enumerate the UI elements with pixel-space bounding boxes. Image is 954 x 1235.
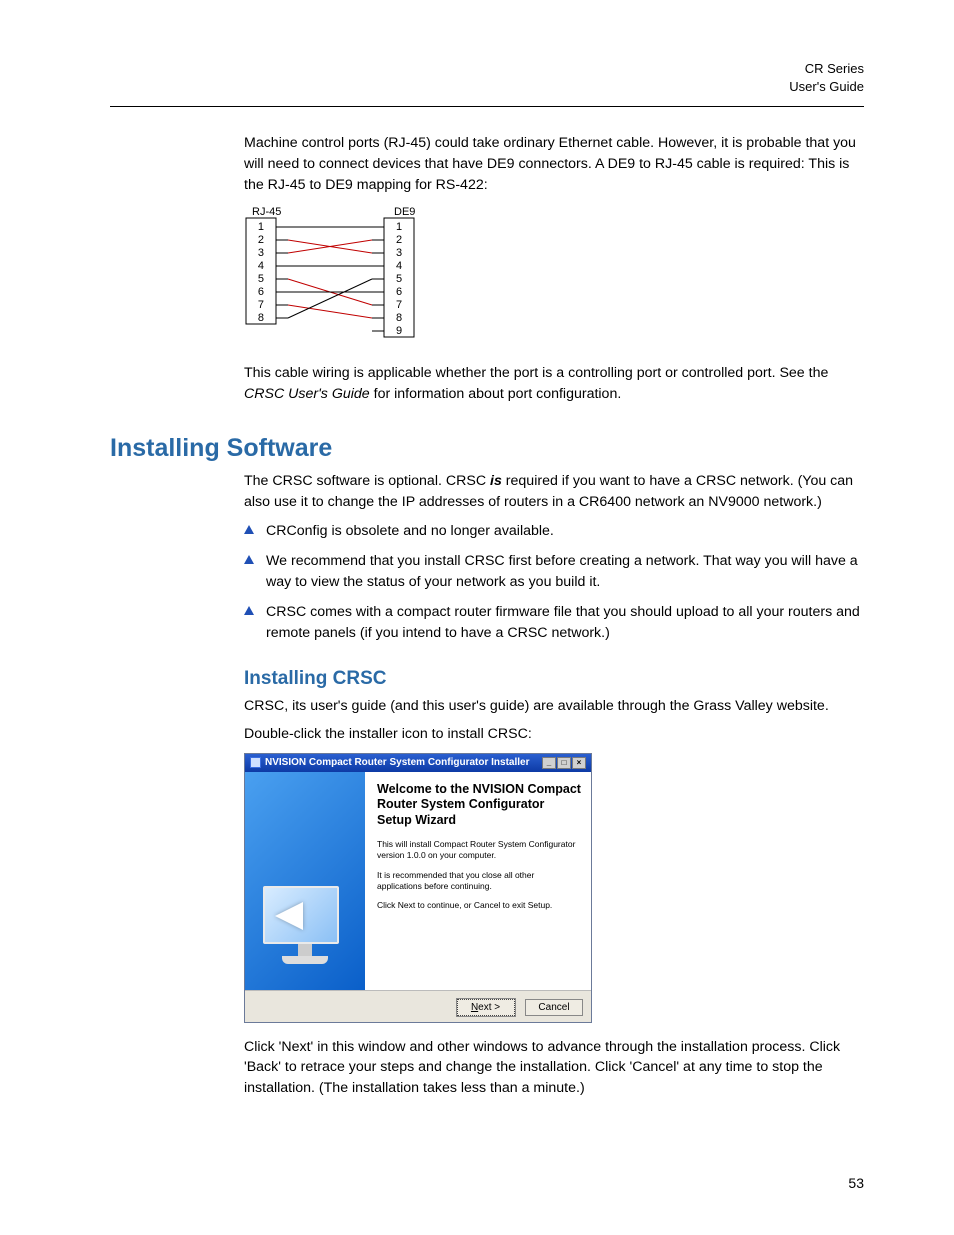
- crsc-para1: CRSC, its user's guide (and this user's …: [244, 696, 864, 717]
- wizard-heading: Welcome to the NVISION Compact Router Sy…: [377, 782, 581, 829]
- svg-text:5: 5: [258, 273, 264, 285]
- pin-diagram-svg: RJ-45DE912345678123456789: [244, 203, 424, 353]
- notes-list: CRConfig is obsolete and no longer avail…: [244, 521, 864, 644]
- wizard-line1: This will install Compact Router System …: [377, 839, 581, 862]
- minimize-icon[interactable]: _: [542, 757, 556, 769]
- maximize-icon[interactable]: □: [557, 757, 571, 769]
- installer-window: NVISION Compact Router System Configurat…: [244, 753, 592, 1023]
- crsc-para2: Double-click the installer icon to insta…: [244, 724, 864, 745]
- install-para-bold: is: [490, 473, 502, 489]
- svg-text:3: 3: [396, 247, 402, 259]
- pin-mapping-diagram: RJ-45DE912345678123456789: [244, 203, 864, 353]
- closing-paragraph: Click 'Next' in this window and other wi…: [244, 1037, 864, 1099]
- list-item-text: CRSC comes with a compact router firmwar…: [266, 604, 860, 641]
- svg-text:2: 2: [396, 234, 402, 246]
- installer-sidebar: [245, 772, 365, 990]
- after-diagram-emph: CRSC User's Guide: [244, 386, 370, 402]
- page-number: 53: [848, 1175, 864, 1191]
- cancel-button[interactable]: Cancel: [525, 999, 583, 1016]
- installer-app-icon: [250, 757, 261, 768]
- svg-text:6: 6: [258, 286, 264, 298]
- triangle-bullet-icon: [244, 555, 254, 564]
- svg-text:1: 1: [396, 221, 402, 233]
- list-item-text: CRConfig is obsolete and no longer avail…: [266, 523, 554, 539]
- installer-footer: Next > Cancel: [245, 990, 591, 1022]
- intro-paragraph: Machine control ports (RJ-45) could take…: [244, 133, 864, 195]
- svg-text:5: 5: [396, 273, 402, 285]
- list-item: We recommend that you install CRSC first…: [244, 551, 864, 592]
- after-diagram-post: for information about port configuration…: [370, 386, 622, 402]
- install-software-paragraph: The CRSC software is optional. CRSC is r…: [244, 471, 864, 512]
- header-line1: CR Series: [110, 60, 864, 78]
- svg-text:9: 9: [396, 325, 402, 337]
- svg-text:2: 2: [258, 234, 264, 246]
- svg-text:8: 8: [258, 312, 264, 324]
- installer-title: NVISION Compact Router System Configurat…: [265, 757, 530, 768]
- window-buttons: _ □ ×: [542, 757, 586, 769]
- header-rule: [110, 106, 864, 107]
- monitor-icon: [263, 886, 347, 976]
- after-diagram-pre: This cable wiring is applicable whether …: [244, 365, 828, 381]
- svg-text:4: 4: [258, 260, 264, 272]
- install-para-pre: The CRSC software is optional. CRSC: [244, 473, 490, 489]
- header-line2: User's Guide: [110, 78, 864, 96]
- triangle-bullet-icon: [244, 525, 254, 534]
- list-item: CRConfig is obsolete and no longer avail…: [244, 521, 864, 542]
- installer-titlebar: NVISION Compact Router System Configurat…: [245, 754, 591, 772]
- installer-main: Welcome to the NVISION Compact Router Sy…: [365, 772, 591, 990]
- installer-content: Welcome to the NVISION Compact Router Sy…: [245, 772, 591, 990]
- svg-text:RJ-45: RJ-45: [252, 206, 281, 218]
- next-button[interactable]: Next >: [457, 999, 515, 1016]
- wizard-line2: It is recommended that you close all oth…: [377, 870, 581, 893]
- page-header: CR Series User's Guide: [110, 60, 864, 96]
- svg-text:7: 7: [258, 299, 264, 311]
- next-suffix: ext >: [478, 1002, 500, 1013]
- svg-text:8: 8: [396, 312, 402, 324]
- installing-crsc-heading: Installing CRSC: [244, 668, 864, 690]
- svg-text:DE9: DE9: [394, 206, 415, 218]
- svg-text:4: 4: [396, 260, 402, 272]
- svg-text:1: 1: [258, 221, 264, 233]
- svg-text:7: 7: [396, 299, 402, 311]
- wizard-line3: Click Next to continue, or Cancel to exi…: [377, 900, 581, 911]
- list-item-text: We recommend that you install CRSC first…: [266, 553, 858, 590]
- close-icon[interactable]: ×: [572, 757, 586, 769]
- installing-software-heading: Installing Software: [110, 434, 864, 463]
- svg-text:6: 6: [396, 286, 402, 298]
- triangle-bullet-icon: [244, 606, 254, 615]
- after-diagram-paragraph: This cable wiring is applicable whether …: [244, 363, 864, 404]
- svg-text:3: 3: [258, 247, 264, 259]
- list-item: CRSC comes with a compact router firmwar…: [244, 602, 864, 643]
